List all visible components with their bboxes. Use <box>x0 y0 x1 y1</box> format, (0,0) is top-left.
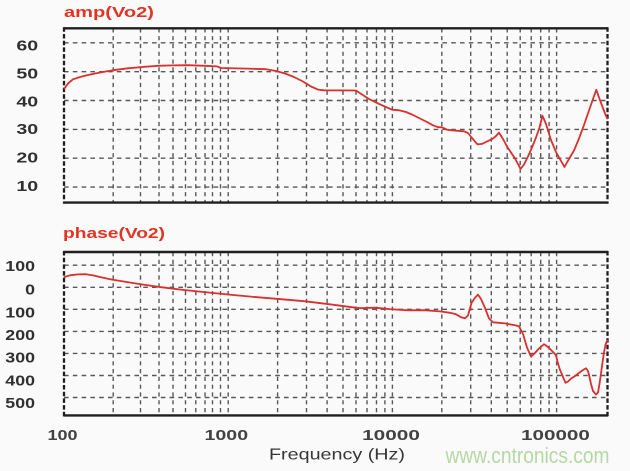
svg-text:20: 20 <box>16 149 38 166</box>
svg-text:200: 200 <box>5 327 35 344</box>
svg-text:Frequency (Hz): Frequency (Hz) <box>269 447 405 464</box>
svg-text:phase(Vo2): phase(Vo2) <box>63 225 165 242</box>
svg-text:10000: 10000 <box>362 427 420 444</box>
svg-text:100: 100 <box>5 258 35 275</box>
svg-text:amp(Vo2): amp(Vo2) <box>64 4 154 21</box>
svg-text:10: 10 <box>16 178 38 195</box>
svg-text:50: 50 <box>16 66 38 83</box>
svg-text:60: 60 <box>16 38 38 55</box>
svg-text:100000: 100000 <box>521 427 590 444</box>
svg-text:500: 500 <box>5 395 35 412</box>
svg-text:40: 40 <box>16 94 38 111</box>
svg-text:300: 300 <box>5 349 35 366</box>
svg-text:100: 100 <box>5 304 35 321</box>
svg-text:400: 400 <box>5 372 35 389</box>
svg-text:100: 100 <box>48 427 78 444</box>
svg-text:0: 0 <box>25 281 35 298</box>
svg-text:1000: 1000 <box>205 427 249 444</box>
svg-text:www.cntronics.com: www.cntronics.com <box>445 443 610 468</box>
svg-text:30: 30 <box>16 121 38 138</box>
